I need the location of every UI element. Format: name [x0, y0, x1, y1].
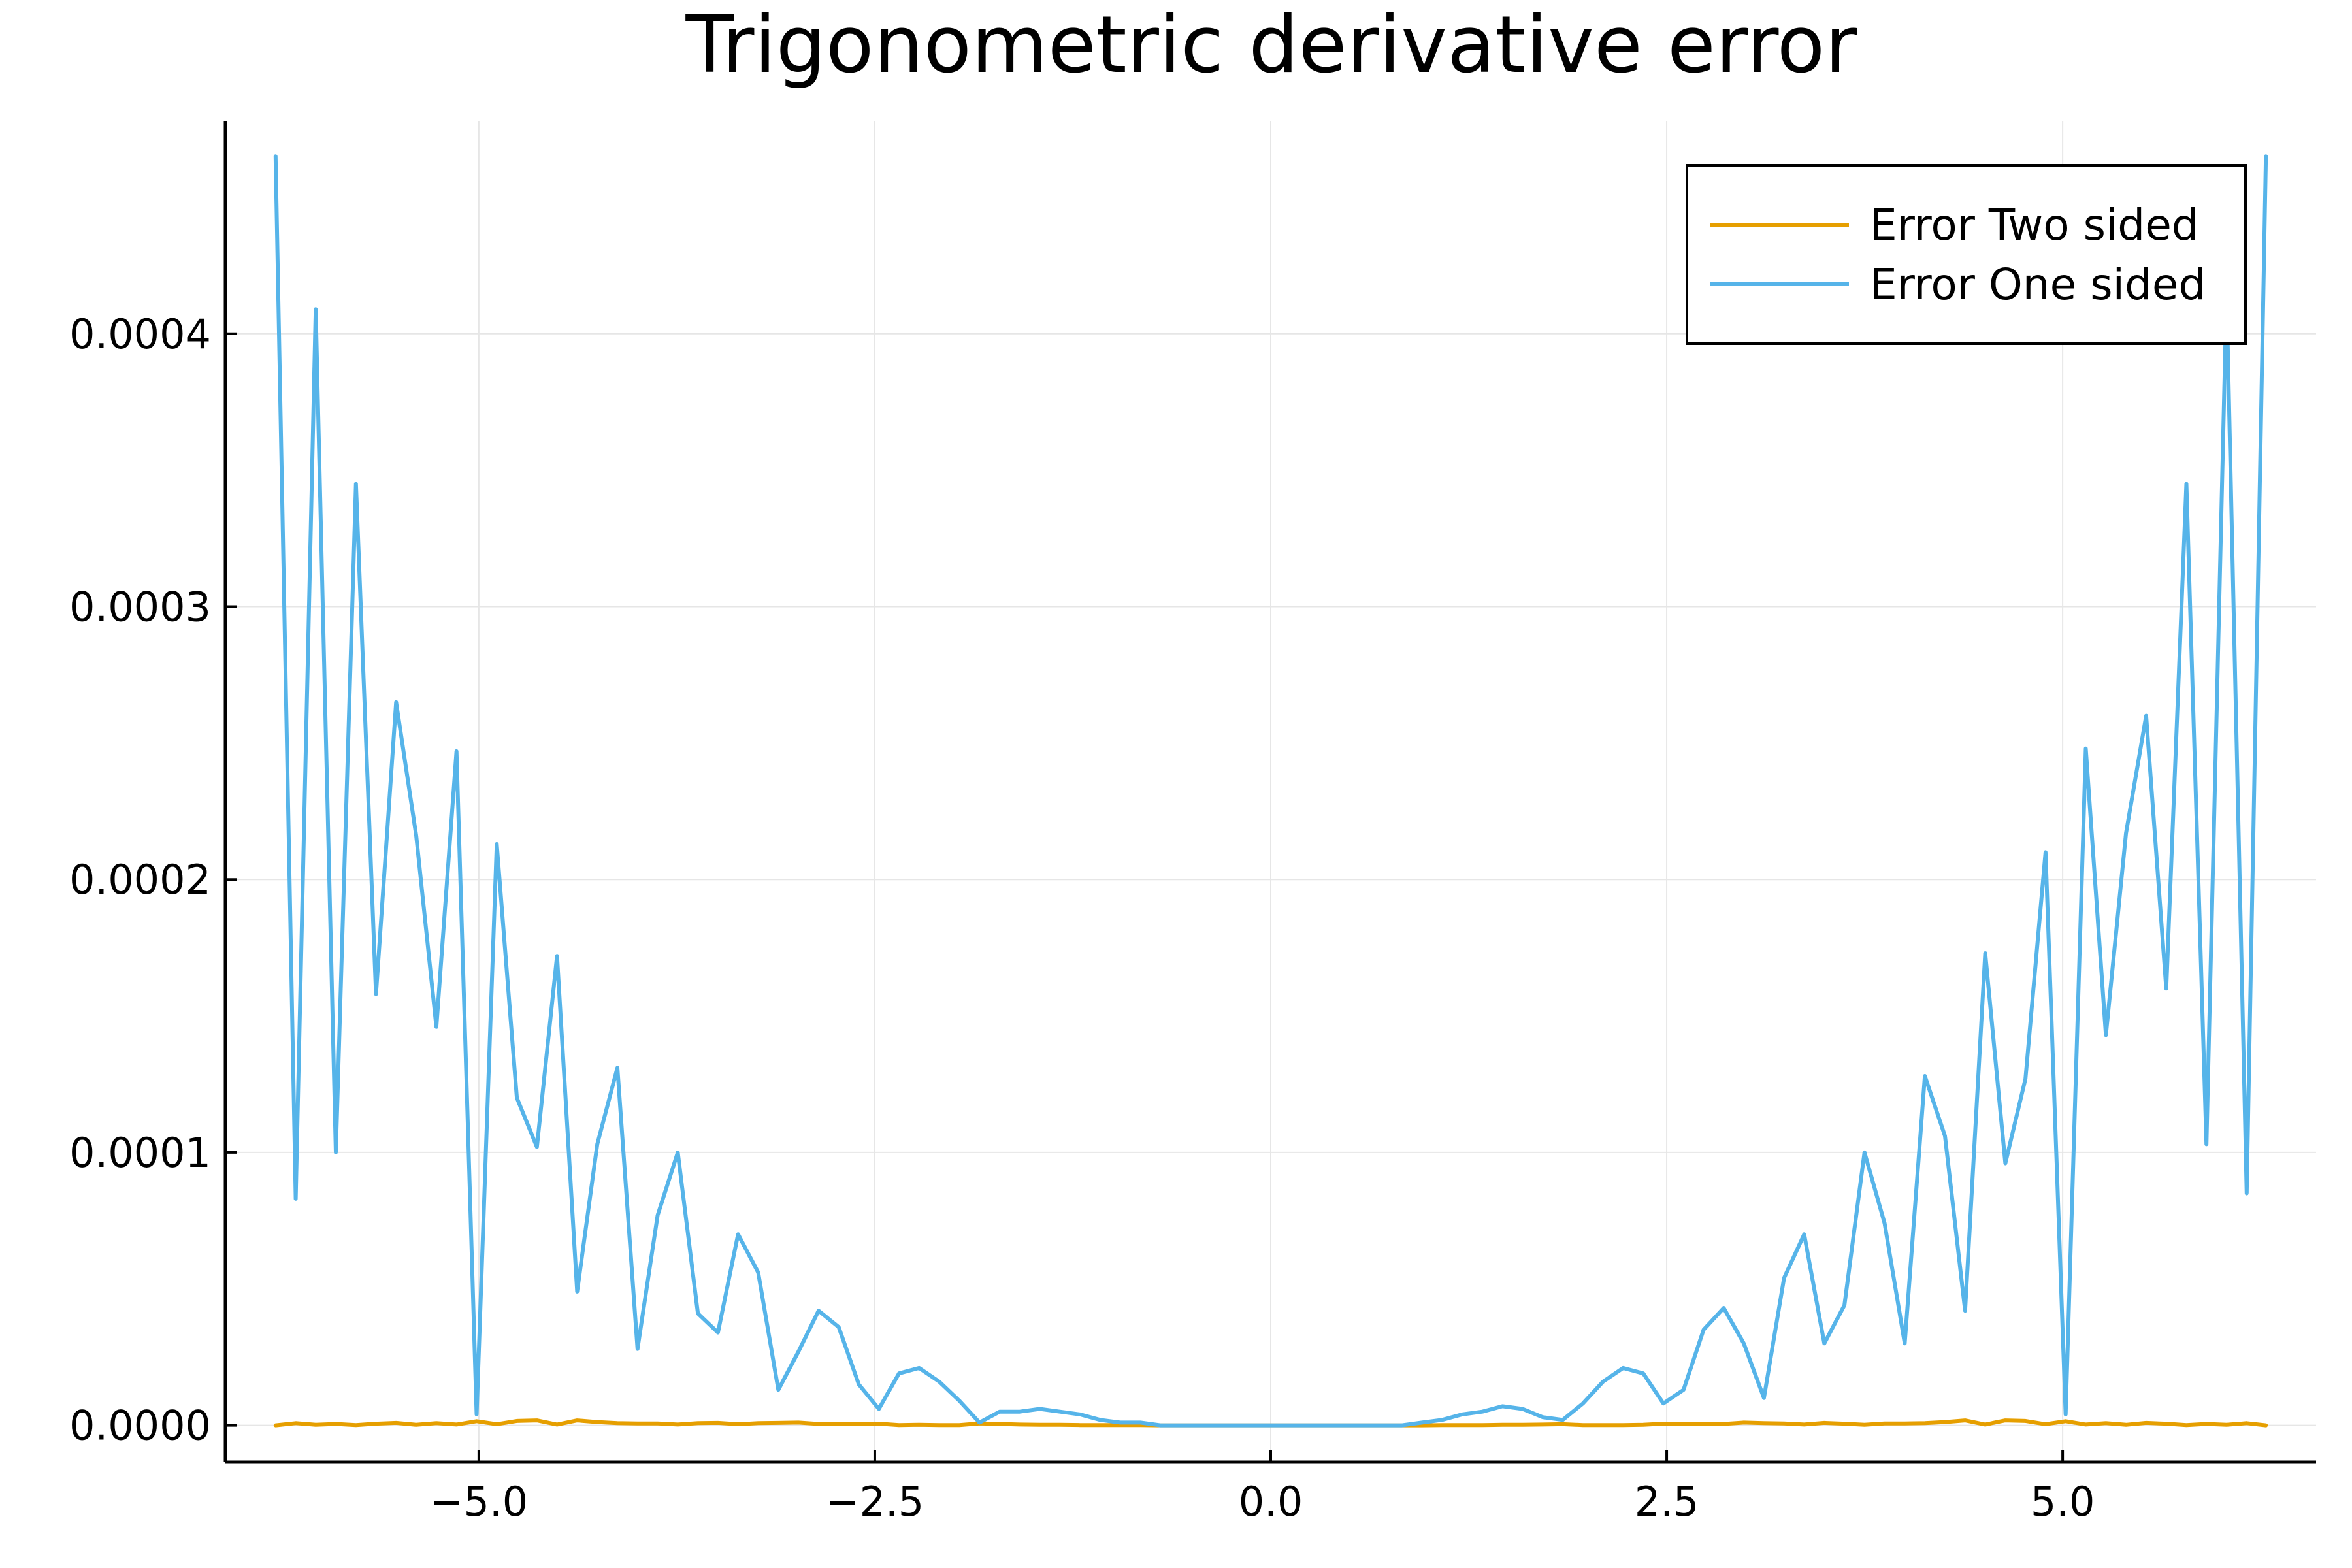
- x-tick-label: 0.0: [1239, 1478, 1303, 1526]
- y-tick-label: 0.0000: [69, 1402, 211, 1450]
- x-tick-label: 2.5: [1635, 1478, 1699, 1526]
- y-tick-label: 0.0001: [69, 1129, 211, 1177]
- legend-label-error-two-sided: Error Two sided: [1870, 200, 2199, 250]
- chart-title: Trigonometric derivative error: [685, 0, 1857, 91]
- legend-label-error-one-sided: Error One sided: [1870, 259, 2206, 310]
- y-tick-label: 0.0002: [69, 856, 211, 904]
- x-tick-label: 5.0: [2031, 1478, 2095, 1526]
- ticks: −5.0 −2.5 0.0 2.5 5.0 0.0000 0.0001 0.0002 0.000…: [69, 310, 2095, 1526]
- series-line-error-one-sided: [273, 154, 2268, 1428]
- x-tick-label: −2.5: [826, 1478, 924, 1526]
- legend: Error Two sided Error One sided: [1686, 164, 2247, 345]
- x-tick-label: −5.0: [430, 1478, 529, 1526]
- series-layer: [273, 154, 2268, 1428]
- y-tick-label: 0.0004: [69, 310, 211, 358]
- y-tick-label: 0.0003: [69, 583, 211, 631]
- legend-box: [1686, 164, 2247, 345]
